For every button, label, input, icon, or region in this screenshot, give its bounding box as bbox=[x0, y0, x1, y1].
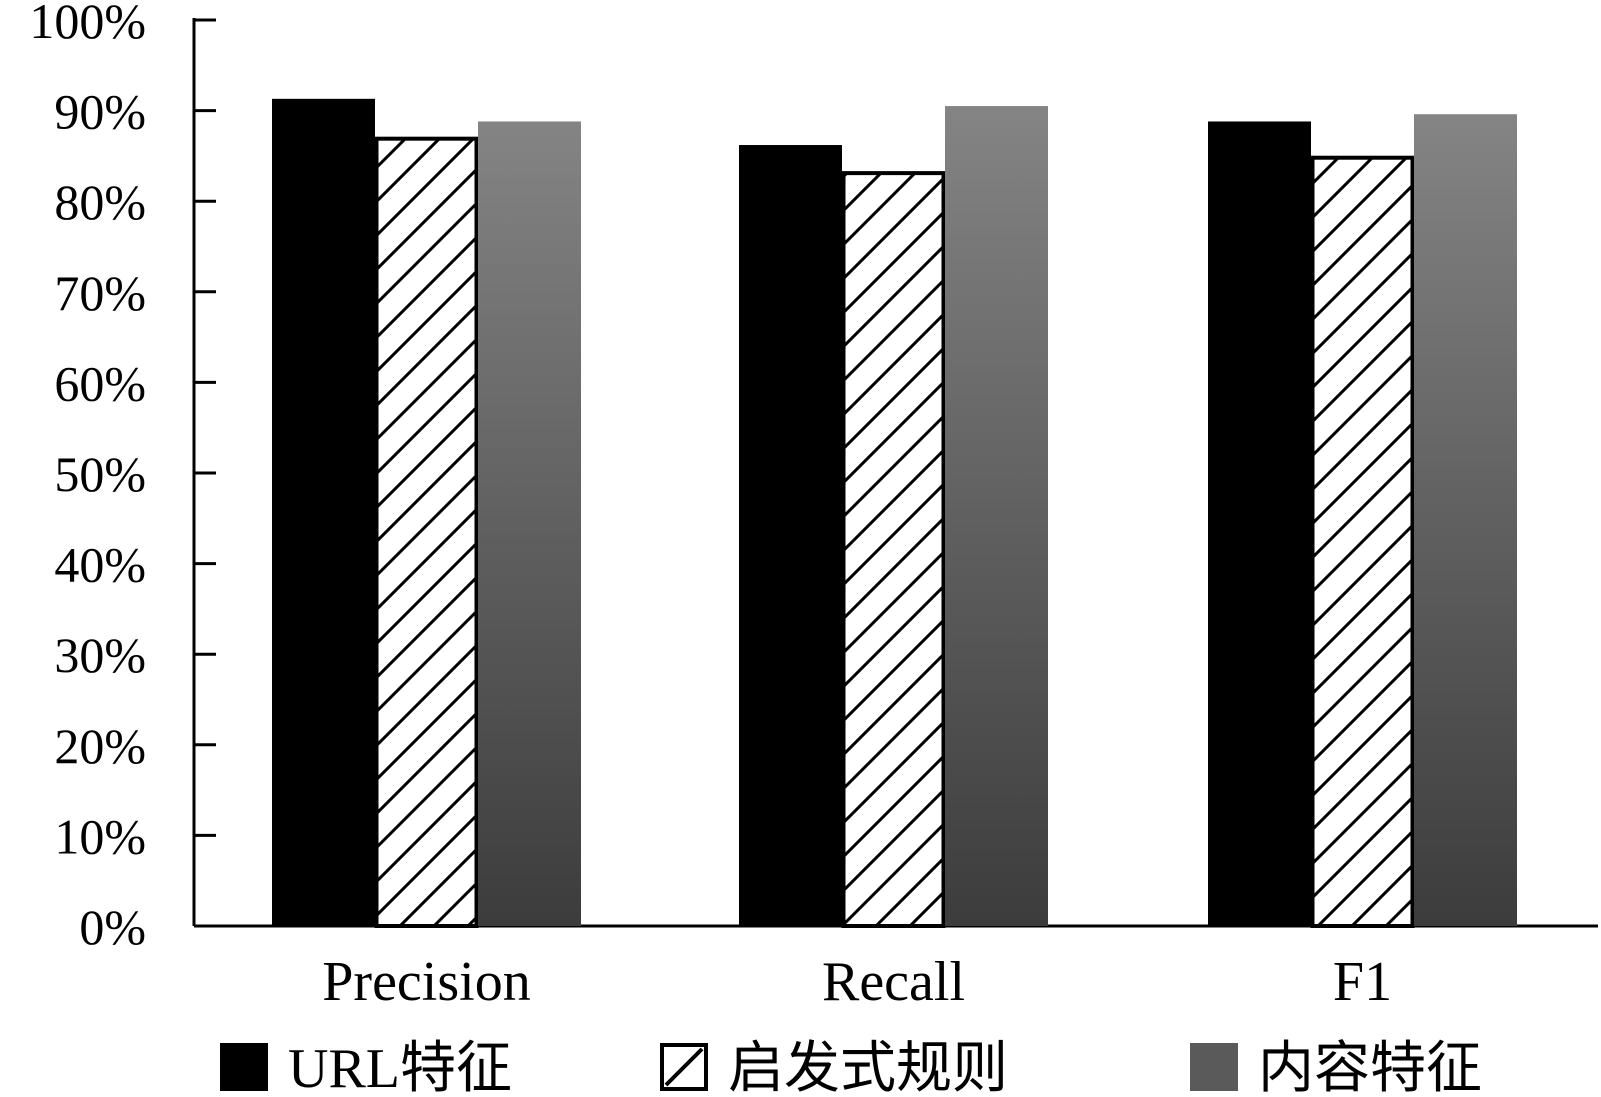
bar-recall-series-2 bbox=[841, 171, 946, 928]
bar-precision-series-1 bbox=[272, 98, 375, 926]
legend-label-3: 内容特征 bbox=[1258, 1038, 1482, 1097]
y-tick-label: 50% bbox=[54, 446, 146, 502]
bar-precision-series-2 bbox=[374, 136, 479, 929]
bar-precision-series-3 bbox=[478, 121, 581, 927]
y-tick-label: 100% bbox=[29, 0, 146, 49]
y-tick-label: 60% bbox=[54, 355, 146, 411]
legend-swatch-3 bbox=[1190, 1043, 1238, 1091]
bar-recall-series-3 bbox=[945, 106, 1048, 926]
y-tick-label: 10% bbox=[54, 808, 146, 864]
bar-f1-series-1 bbox=[1208, 121, 1311, 927]
y-tick-label: 40% bbox=[54, 537, 146, 593]
y-tick-label: 0% bbox=[79, 899, 146, 955]
bar-f1-series-3 bbox=[1414, 114, 1517, 926]
bar-f1-series-2 bbox=[1310, 155, 1415, 929]
y-tick-label: 30% bbox=[54, 627, 146, 683]
x-category-label: F1 bbox=[1333, 951, 1392, 1013]
x-category-label: Recall bbox=[822, 951, 965, 1013]
legend-swatch-1 bbox=[220, 1043, 268, 1091]
legend-label-1: URL特征 bbox=[288, 1038, 512, 1097]
y-tick-label: 80% bbox=[54, 174, 146, 230]
bar-recall-series-1 bbox=[739, 145, 842, 926]
y-tick-label: 20% bbox=[54, 718, 146, 774]
x-category-label: Precision bbox=[322, 951, 530, 1013]
y-tick-label: 70% bbox=[54, 265, 146, 321]
legend-label-2: 启发式规则 bbox=[728, 1038, 1008, 1097]
y-tick-label: 90% bbox=[54, 84, 146, 140]
legend-swatch-hatch-line bbox=[664, 1047, 704, 1087]
